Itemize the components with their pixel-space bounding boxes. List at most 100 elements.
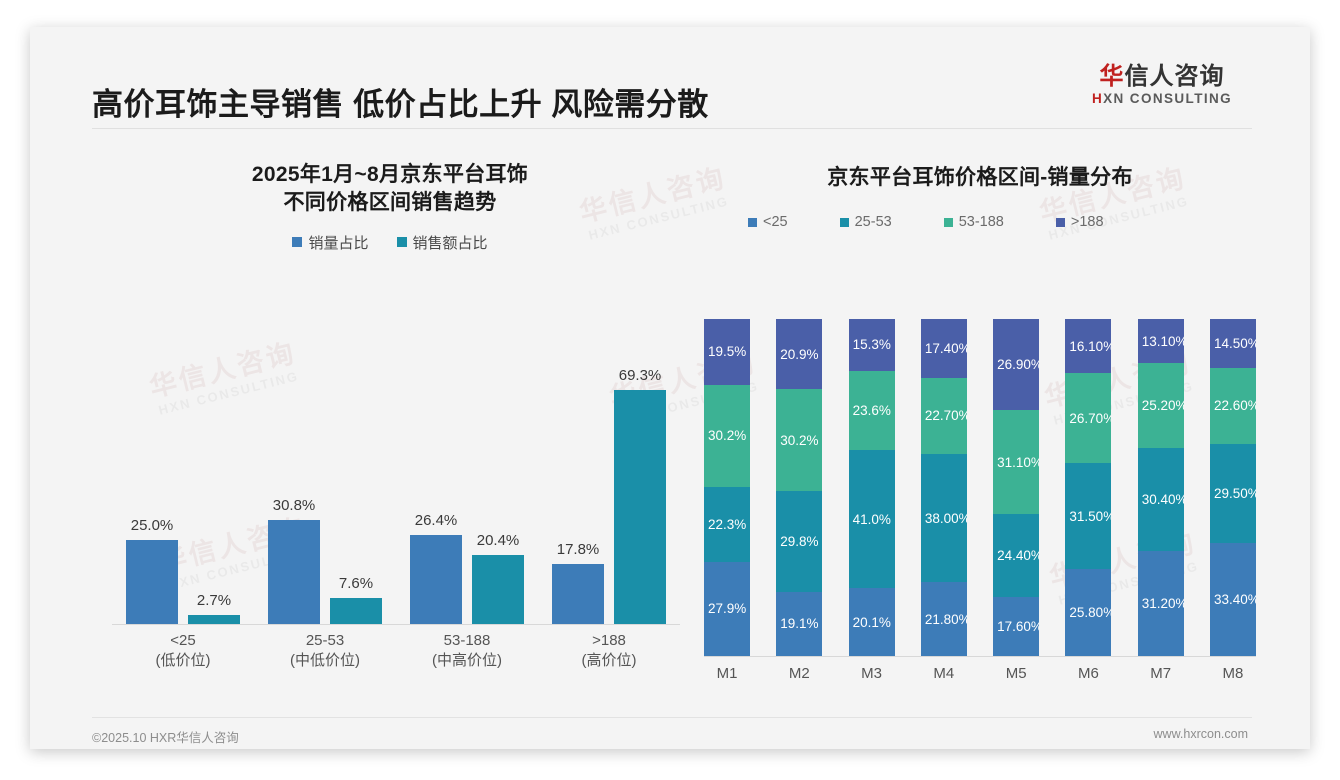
bar-value-label: 7.6% [338, 575, 374, 593]
stacked-segment[interactable]: 16.10% [1065, 319, 1112, 374]
bar[interactable] [268, 520, 320, 624]
segment-value-label: 17.60% [997, 618, 1040, 634]
stacked-segment[interactable]: 24.40% [993, 514, 1040, 597]
grouped-bar-chart: 25.0% 2.7% 30.8% 7.6% 26.4% 20.4% 17.8% 69.3% <… [90, 367, 690, 671]
segment-value-label: 26.90% [997, 356, 1040, 372]
stacked-segment[interactable]: 27.9% [704, 561, 750, 656]
bar-column[interactable]: 20.4% [472, 371, 524, 624]
stacked-segment[interactable]: 22.3% [704, 486, 750, 562]
bar-column[interactable]: 69.3% [614, 367, 666, 624]
x-axis-tick-label: M5 [1005, 665, 1027, 682]
segment-value-label: 30.2% [780, 432, 819, 448]
stacked-segment[interactable]: 30.40% [1137, 448, 1184, 551]
stacked-bar-column[interactable]: 17.40% 22.70% 38.00% 21.80% [920, 319, 967, 656]
bar-column[interactable]: 30.8% [268, 371, 320, 624]
bar-column[interactable]: 26.4% [410, 371, 462, 624]
bar[interactable] [410, 534, 462, 624]
segment-value-label: 22.60% [1213, 398, 1256, 414]
stacked-segment[interactable]: 14.50% [1209, 319, 1256, 368]
bar-value-label: 26.4% [414, 511, 458, 529]
stacked-segment[interactable]: 13.10% [1137, 319, 1184, 364]
stacked-segment[interactable]: 25.20% [1137, 363, 1184, 449]
logo-english-accent: H [1091, 91, 1104, 107]
legend-item-sales-amount[interactable]: 销售额占比 [396, 232, 488, 253]
bar-column[interactable]: 17.8% [552, 371, 604, 624]
segment-value-label: 16.10% [1069, 338, 1112, 354]
x-axis-tick-label: M7 [1150, 665, 1172, 682]
bar[interactable] [330, 598, 382, 624]
bar-group: 30.8% 7.6% [255, 371, 395, 624]
logo-english: HXN CONSULTING [1072, 91, 1252, 106]
stacked-segment[interactable]: 30.2% [704, 384, 750, 487]
bar-value-label: 30.8% [272, 497, 316, 515]
x-tick-secondary: (低价位) [155, 652, 211, 670]
bar[interactable] [614, 390, 666, 624]
stacked-segment[interactable]: 17.40% [920, 319, 967, 378]
bar[interactable] [126, 539, 178, 624]
stacked-segment[interactable]: 20.9% [776, 319, 823, 390]
legend-item-sales-volume[interactable]: 销量占比 [292, 232, 369, 253]
right-chart-legend: <25 25-53 53-188 >188 [690, 214, 1270, 230]
x-axis-tick-label: 25-53 (中低价位) [255, 625, 395, 671]
segment-value-label: 25.20% [1141, 398, 1184, 414]
bar[interactable] [552, 563, 604, 624]
stacked-segment[interactable]: 26.70% [1065, 373, 1112, 464]
stacked-segment[interactable]: 29.50% [1209, 444, 1256, 544]
stacked-segment[interactable]: 31.50% [1065, 463, 1112, 570]
footer-website[interactable]: www.hxrcon.com [1153, 727, 1248, 741]
stacked-bar-column[interactable]: 20.9% 30.2% 29.8% 19.1% [776, 319, 823, 656]
segment-value-label: 29.8% [780, 533, 819, 549]
bar[interactable] [472, 555, 524, 624]
bar-value-label: 69.3% [618, 367, 662, 385]
stacked-bar-column[interactable]: 16.10% 26.70% 31.50% 25.80% [1065, 319, 1112, 656]
legend-item-53-188[interactable]: 53-188 [943, 214, 1004, 230]
footer-divider [92, 717, 1252, 718]
stacked-segment[interactable]: 22.60% [1209, 367, 1256, 445]
legend-label: 销售额占比 [412, 234, 488, 252]
stacked-segment[interactable]: 33.40% [1209, 543, 1256, 656]
stacked-segment[interactable]: 19.5% [704, 319, 750, 385]
bar-column[interactable]: 2.7% [188, 371, 240, 624]
slide-header: 高价耳饰主导销售 低价占比上升 风险需分散 华信人咨询 HXN CONSULTI… [30, 27, 1310, 129]
grouped-bar-plot-area: 25.0% 2.7% 30.8% 7.6% 26.4% 20.4% 17.8% 69.3% [112, 367, 680, 624]
stacked-bar-column[interactable]: 19.5% 30.2% 22.3% 27.9% [704, 319, 750, 656]
stacked-segment[interactable]: 19.1% [776, 591, 823, 656]
stacked-segment[interactable]: 38.00% [920, 454, 967, 583]
legend-swatch-icon [396, 237, 407, 248]
bar-group: 26.4% 20.4% [397, 371, 537, 624]
x-axis-line [704, 656, 1256, 657]
stacked-bar-column[interactable]: 13.10% 25.20% 30.40% 31.20% [1137, 319, 1184, 656]
stacked-bar-column[interactable]: 26.90% 31.10% 24.40% 17.60% [993, 319, 1040, 656]
stacked-bar-column[interactable]: 15.3% 23.6% 41.0% 20.1% [848, 319, 895, 656]
stacked-segment[interactable]: 31.20% [1137, 550, 1184, 656]
legend-item-188[interactable]: >188 [1055, 214, 1104, 230]
bar-column[interactable]: 7.6% [330, 371, 382, 624]
stacked-segment[interactable]: 23.6% [848, 370, 895, 451]
segment-value-label: 15.3% [852, 337, 891, 353]
bar-column[interactable]: 25.0% [126, 371, 178, 624]
stacked-segment[interactable]: 22.70% [920, 377, 967, 455]
stacked-segment[interactable]: 20.1% [848, 588, 895, 656]
stacked-segment[interactable]: 31.10% [993, 409, 1040, 515]
bar[interactable] [188, 614, 240, 624]
stacked-segment[interactable]: 29.8% [776, 491, 823, 592]
segment-value-label: 41.0% [852, 511, 891, 527]
right-chart-panel: 京东平台耳饰价格区间-销量分布 <25 25-53 53-188 >188 19.5%… [690, 139, 1270, 709]
stacked-segment[interactable]: 21.80% [920, 582, 967, 656]
segment-value-label: 22.3% [708, 516, 747, 532]
segment-value-label: 19.1% [780, 616, 819, 632]
stacked-segment[interactable]: 26.90% [993, 319, 1040, 410]
legend-item-25[interactable]: <25 [748, 214, 788, 230]
legend-item-25-53[interactable]: 25-53 [839, 214, 892, 230]
stacked-segment[interactable]: 15.3% [848, 319, 895, 371]
stacked-segment[interactable]: 30.2% [776, 389, 823, 492]
x-axis-tick-label: M8 [1222, 665, 1244, 682]
legend-swatch-icon [943, 217, 953, 227]
stacked-bar-column[interactable]: 14.50% 22.60% 29.50% 33.40% [1209, 319, 1256, 656]
header-divider [92, 128, 1252, 129]
x-axis-tick-label: M6 [1077, 665, 1099, 682]
stacked-segment[interactable]: 17.60% [993, 596, 1040, 656]
stacked-segment[interactable]: 41.0% [848, 450, 895, 589]
x-axis-tick-label: <25 (低价位) [113, 625, 253, 671]
stacked-segment[interactable]: 25.80% [1065, 569, 1112, 656]
